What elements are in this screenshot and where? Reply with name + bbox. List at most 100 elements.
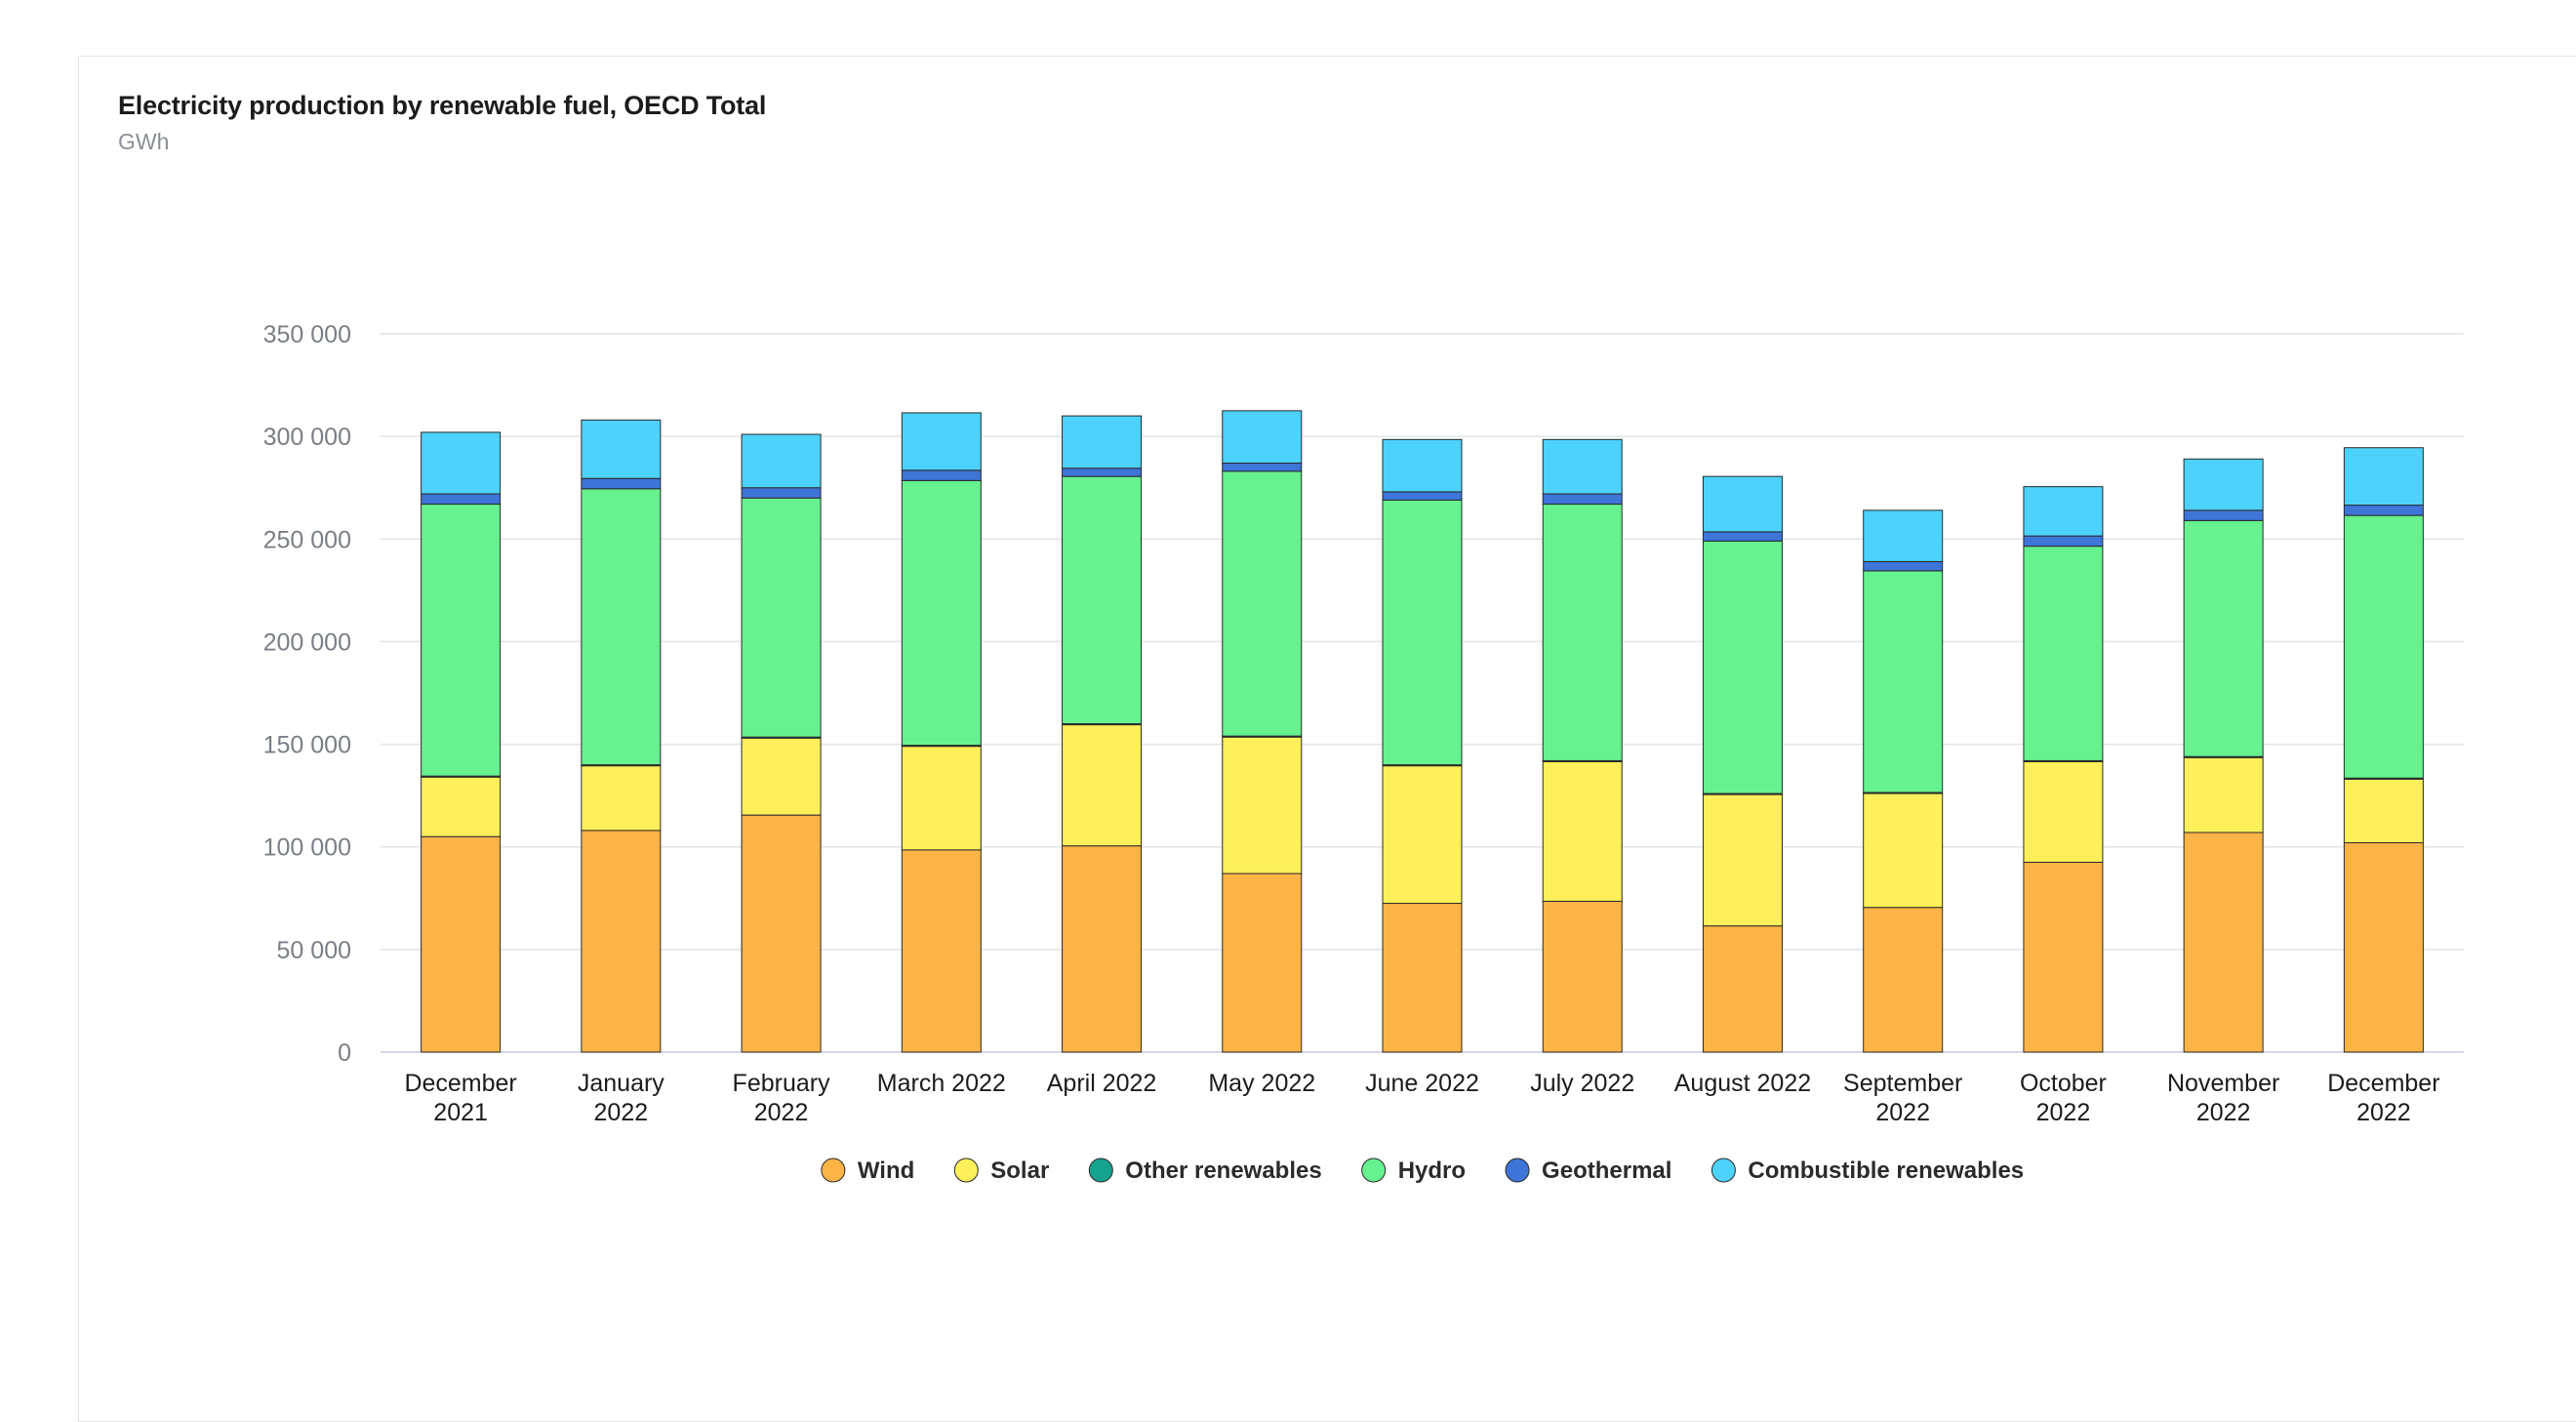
bar-segment-hydro[interactable]: [581, 488, 662, 766]
bar-segment-solar[interactable]: [1382, 765, 1463, 905]
bar-segment-geothermal[interactable]: [901, 469, 982, 481]
bar-segment-solar[interactable]: [2343, 778, 2424, 844]
bar-segment-geothermal[interactable]: [1702, 531, 1783, 542]
bar-segment-hydro[interactable]: [421, 504, 502, 777]
legend-label[interactable]: Other renewables: [1125, 1158, 1321, 1184]
bar-segment-combustible-renewables[interactable]: [1222, 410, 1303, 464]
bar-segment-combustible-renewables[interactable]: [1702, 475, 1783, 533]
bar-segment-geothermal[interactable]: [1863, 560, 1944, 572]
bar-segment-combustible-renewables[interactable]: [2023, 486, 2104, 537]
legend-label[interactable]: Solar: [990, 1158, 1049, 1184]
x-tick-label: January: [578, 1070, 664, 1097]
legend-swatch[interactable]: [821, 1158, 846, 1183]
bar-segment-hydro[interactable]: [1382, 499, 1463, 766]
chart-unit: GWh: [118, 129, 170, 154]
bar-segment-hydro[interactable]: [1222, 470, 1303, 737]
bar-segment-hydro[interactable]: [1062, 475, 1143, 725]
bar-segment-solar[interactable]: [2023, 760, 2104, 863]
bar-segment-hydro[interactable]: [901, 479, 982, 747]
bar-segment-solar[interactable]: [1542, 760, 1623, 902]
bar-segment-geothermal[interactable]: [1062, 467, 1143, 477]
bar-segment-wind[interactable]: [1863, 907, 1944, 1053]
y-tick-label: 300 000: [263, 424, 351, 451]
legend-label[interactable]: Combustible renewables: [1748, 1158, 2024, 1184]
bar-segment-combustible-renewables[interactable]: [1542, 438, 1623, 495]
x-axis: December2021January2022February2022March…: [404, 1070, 2439, 1126]
bar-segment-wind[interactable]: [2343, 842, 2424, 1053]
x-tick-label: March 2022: [877, 1070, 1006, 1097]
legend-swatch[interactable]: [1088, 1158, 1113, 1183]
legend-label[interactable]: Hydro: [1398, 1158, 1466, 1184]
bar-segment-wind[interactable]: [1542, 900, 1623, 1053]
bar-segment-hydro[interactable]: [1702, 540, 1783, 794]
bar-segment-hydro[interactable]: [1863, 570, 1944, 793]
bar-segment-solar[interactable]: [1863, 792, 1944, 909]
x-tick-label: 2022: [2036, 1099, 2091, 1126]
bar-segment-geothermal[interactable]: [1542, 493, 1623, 506]
x-tick-label: July 2022: [1530, 1070, 1634, 1097]
chart-title: Electricity production by renewable fuel…: [118, 91, 767, 120]
legend-label[interactable]: Wind: [858, 1158, 914, 1184]
bar-segment-wind[interactable]: [1382, 903, 1463, 1053]
bar-segment-wind[interactable]: [421, 835, 502, 1053]
bar-segment-solar[interactable]: [1062, 724, 1143, 847]
bar-segment-combustible-renewables[interactable]: [2183, 458, 2264, 511]
bar-segment-wind[interactable]: [2183, 832, 2264, 1053]
x-tick-label: 2022: [2356, 1099, 2411, 1126]
bar-segment-geothermal[interactable]: [1222, 462, 1303, 472]
bar-segment-combustible-renewables[interactable]: [1062, 415, 1143, 469]
x-tick-label: 2022: [2196, 1099, 2251, 1126]
legend-label[interactable]: Geothermal: [1542, 1158, 1671, 1184]
bar-segment-hydro[interactable]: [2343, 514, 2424, 779]
stacked-bar-chart: 0 50 000 100 000 150 000 200 000 250 000 300 0…: [263, 321, 2464, 1184]
legend: Wind Solar Other renewables Hydro Geothermal…: [821, 1158, 2024, 1184]
bar-segment-hydro[interactable]: [2183, 519, 2264, 757]
bar-segment-wind[interactable]: [1062, 845, 1143, 1053]
bar-segment-geothermal[interactable]: [581, 477, 662, 490]
legend-swatch[interactable]: [1361, 1158, 1387, 1183]
bar-segment-geothermal[interactable]: [2343, 505, 2424, 516]
bar-segment-solar[interactable]: [1702, 793, 1783, 927]
bar-segment-combustible-renewables[interactable]: [421, 431, 502, 495]
bar-segment-solar[interactable]: [581, 765, 662, 832]
bar-segment-solar[interactable]: [421, 776, 502, 837]
x-tick-label: April 2022: [1047, 1070, 1157, 1097]
x-tick-label: December: [2327, 1070, 2439, 1097]
bar-segment-hydro[interactable]: [741, 497, 822, 738]
bar-segment-wind[interactable]: [741, 814, 822, 1053]
bar-segment-wind[interactable]: [581, 830, 662, 1053]
bar-segment-geothermal[interactable]: [421, 493, 502, 506]
x-tick-label: August 2022: [1674, 1070, 1811, 1097]
bar-segment-solar[interactable]: [901, 746, 982, 851]
legend-swatch[interactable]: [1505, 1158, 1530, 1183]
y-tick-label: 0: [338, 1039, 351, 1067]
x-tick-label: 2022: [1875, 1099, 1930, 1126]
x-tick-label: September: [1843, 1070, 1962, 1097]
bar-segment-combustible-renewables[interactable]: [741, 433, 822, 489]
bar-segment-geothermal[interactable]: [2023, 535, 2104, 548]
bar-segment-hydro[interactable]: [2023, 546, 2104, 761]
x-tick-label: May 2022: [1208, 1070, 1315, 1097]
legend-swatch[interactable]: [1711, 1158, 1736, 1183]
bar-segment-geothermal[interactable]: [741, 487, 822, 499]
bar-segment-solar[interactable]: [2183, 756, 2264, 833]
bars: [421, 410, 2424, 1053]
y-tick-label: 350 000: [263, 321, 351, 348]
bar-segment-combustible-renewables[interactable]: [2343, 447, 2424, 507]
bar-segment-combustible-renewables[interactable]: [1382, 438, 1463, 493]
bar-segment-geothermal[interactable]: [2183, 509, 2264, 521]
bar-segment-solar[interactable]: [741, 737, 822, 816]
legend-swatch[interactable]: [953, 1158, 979, 1183]
bar-segment-combustible-renewables[interactable]: [901, 412, 982, 471]
y-tick-label: 200 000: [263, 629, 351, 656]
bar-segment-wind[interactable]: [1702, 925, 1783, 1053]
bar-segment-combustible-renewables[interactable]: [581, 419, 662, 479]
bar-segment-wind[interactable]: [1222, 873, 1303, 1053]
bar-segment-geothermal[interactable]: [1382, 491, 1463, 501]
bar-segment-hydro[interactable]: [1542, 504, 1623, 761]
bar-segment-wind[interactable]: [2023, 861, 2104, 1053]
y-tick-label: 150 000: [263, 732, 351, 759]
bar-segment-solar[interactable]: [1222, 736, 1303, 874]
bar-segment-combustible-renewables[interactable]: [1863, 509, 1944, 562]
bar-segment-wind[interactable]: [901, 849, 982, 1053]
